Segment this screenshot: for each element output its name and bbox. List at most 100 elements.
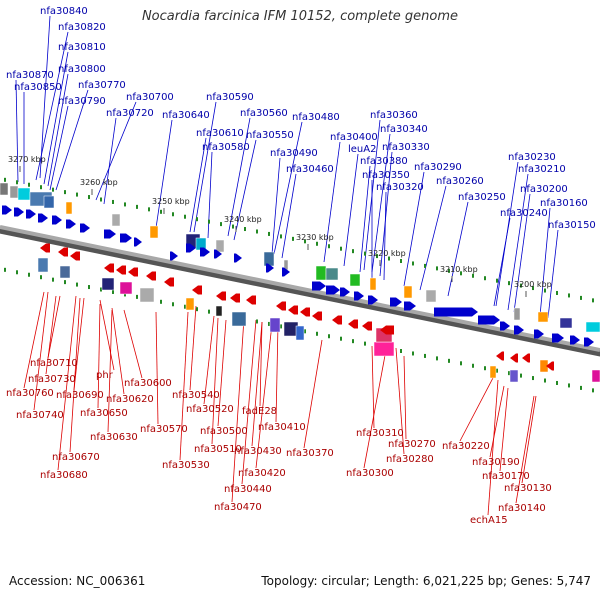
reverse-gene-arrow bbox=[496, 351, 504, 361]
bottom-leader-line bbox=[23, 291, 45, 389]
feature-block bbox=[0, 182, 9, 196]
track-marker-top bbox=[88, 195, 90, 200]
feature-block bbox=[509, 369, 519, 383]
feature-block bbox=[369, 277, 377, 291]
feature-block bbox=[349, 273, 361, 287]
track-marker-top bbox=[316, 241, 318, 246]
track-marker-bottom bbox=[196, 307, 198, 312]
feature-block bbox=[263, 251, 275, 267]
bottom-leader-line bbox=[179, 311, 189, 461]
top-leader-line bbox=[49, 105, 69, 191]
top-leader-line bbox=[447, 201, 469, 297]
track-marker-bottom bbox=[4, 267, 6, 272]
top-gene-label: nfa30160 bbox=[540, 198, 588, 209]
top-gene-label: nfa30580 bbox=[202, 142, 250, 153]
track-marker-top bbox=[4, 177, 6, 182]
top-gene-label: nfa30700 bbox=[126, 92, 174, 103]
forward-gene-arrow bbox=[234, 253, 242, 263]
track-marker-bottom bbox=[460, 361, 462, 366]
top-leader-line bbox=[323, 141, 341, 263]
reverse-gene-arrow bbox=[362, 321, 372, 331]
bottom-leader-line bbox=[499, 387, 509, 472]
top-gene-labels: nfa30840 nfa30820 nfa30810 nfa30870 nfa30800… bbox=[6, 6, 596, 231]
top-gene-label: nfa30850 bbox=[14, 82, 62, 93]
bottom-leader-line bbox=[33, 291, 49, 411]
backbone-shadow bbox=[0, 226, 600, 357]
bottom-leader-line bbox=[57, 295, 77, 471]
top-gene-label: nfa30790 bbox=[58, 96, 106, 107]
track-marker-bottom bbox=[400, 349, 402, 353]
top-gene-label: nfa30260 bbox=[436, 176, 484, 187]
top-leader-line bbox=[47, 73, 69, 187]
track-marker-top bbox=[40, 185, 42, 190]
reverse-gene-arrow bbox=[230, 293, 240, 303]
track-marker-top bbox=[532, 286, 534, 291]
feature-block bbox=[325, 267, 339, 281]
bottom-gene-label: nfa30630 bbox=[90, 432, 138, 443]
forward-gene-arrow bbox=[552, 333, 564, 343]
top-leader-line bbox=[39, 15, 51, 179]
track-marker-top bbox=[556, 290, 558, 295]
track-marker-bottom bbox=[124, 292, 126, 297]
track-marker-top bbox=[232, 224, 234, 229]
forward-gene-arrow bbox=[186, 243, 196, 253]
top-gene-label: nfa30610 bbox=[196, 128, 244, 139]
top-leader-line bbox=[379, 151, 393, 277]
bottom-gene-label: nfa30170 bbox=[482, 471, 530, 482]
feature-block bbox=[231, 311, 247, 327]
track-marker-bottom bbox=[184, 304, 186, 309]
track-marker-top bbox=[448, 268, 450, 273]
forward-gene-arrow bbox=[514, 325, 524, 335]
track-marker-bottom bbox=[448, 358, 450, 363]
top-gene-label: nfa30230 bbox=[508, 152, 556, 163]
top-gene-label: nfa30330 bbox=[382, 142, 430, 153]
track-marker-top bbox=[460, 271, 462, 276]
reverse-gene-arrow bbox=[380, 325, 394, 335]
forward-gene-arrow bbox=[404, 301, 416, 311]
forward-gene-arrow bbox=[390, 297, 402, 307]
bottom-gene-label: nfa30710 bbox=[30, 358, 78, 369]
track-marker-bottom bbox=[580, 385, 582, 390]
bottom-leader-line bbox=[255, 323, 273, 469]
bottom-gene-label: nfa30680 bbox=[40, 470, 88, 481]
track-marker-bottom bbox=[352, 339, 354, 344]
forward-gene-arrow bbox=[104, 229, 116, 239]
feature-block bbox=[37, 257, 49, 273]
track-marker-top bbox=[52, 187, 54, 192]
top-gene-label: nfa30810 bbox=[58, 42, 106, 53]
bottom-leader-line bbox=[489, 385, 505, 458]
bottom-gene-label: nfa30730 bbox=[28, 374, 76, 385]
reverse-gene-arrow bbox=[146, 271, 156, 281]
track-marker-bottom bbox=[280, 324, 282, 329]
bottom-leader-line bbox=[259, 321, 263, 407]
bottom-gene-label: nfa30470 bbox=[214, 502, 262, 513]
forward-gene-arrow bbox=[14, 207, 24, 217]
track-marker-top bbox=[580, 295, 582, 300]
scale-ticks: 3270 kbp 3260 kbp 3250 kbp 3240 kbp 3230 kbp… bbox=[8, 155, 552, 297]
feature-block bbox=[513, 307, 521, 321]
reverse-gene-arrow bbox=[546, 361, 554, 371]
track-marker-bottom bbox=[16, 270, 18, 275]
feature-blocks bbox=[0, 182, 600, 383]
top-leader-line bbox=[207, 151, 213, 239]
forward-gene-arrow bbox=[312, 281, 326, 291]
forward-gene-arrow bbox=[2, 205, 12, 215]
track-marker-top bbox=[112, 199, 114, 204]
track-marker-bottom bbox=[268, 321, 270, 326]
top-leader-lines bbox=[15, 15, 559, 319]
reverse-gene-arrow bbox=[522, 353, 530, 363]
scale-tick-label: 3240 kbp bbox=[224, 215, 262, 224]
track-marker-top bbox=[256, 229, 258, 234]
feature-block bbox=[315, 265, 327, 281]
top-gene-label: nfa30560 bbox=[240, 108, 288, 119]
top-gene-label: nfa30480 bbox=[292, 112, 340, 123]
map-title: Nocardia farcinica IFM 10152, complete g… bbox=[141, 9, 459, 24]
track-marker-bottom bbox=[532, 376, 534, 381]
forward-gene-arrow bbox=[534, 329, 544, 339]
top-gene-label: nfa30460 bbox=[286, 164, 334, 175]
bottom-gene-label: nfa30600 bbox=[124, 378, 172, 389]
top-leader-line bbox=[103, 117, 117, 205]
track-marker-top bbox=[196, 217, 198, 222]
bottom-gene-label: nfa30760 bbox=[6, 388, 54, 399]
bottom-leader-line bbox=[395, 347, 405, 455]
